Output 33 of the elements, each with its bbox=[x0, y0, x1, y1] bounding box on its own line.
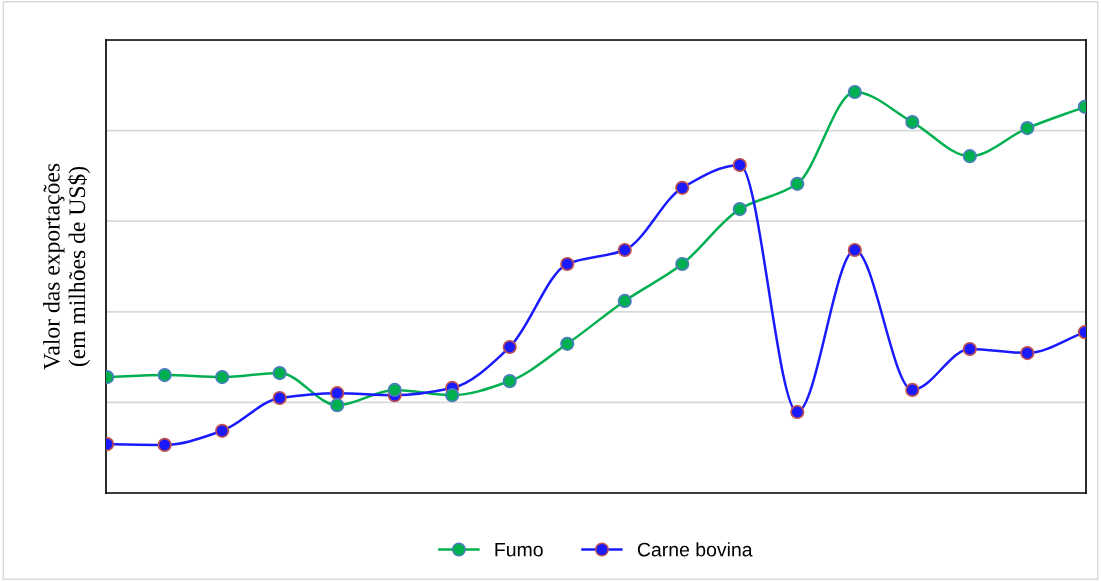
point bbox=[905, 382, 920, 398]
point bbox=[675, 180, 690, 195]
point bbox=[215, 423, 230, 438]
y-axis-title: Valor das exportações (em milhões de US$) bbox=[43, 163, 91, 370]
point bbox=[445, 388, 460, 403]
point bbox=[1020, 121, 1035, 136]
legend-label: Fumo bbox=[495, 542, 543, 557]
point bbox=[847, 84, 862, 100]
point bbox=[330, 398, 345, 413]
point bbox=[962, 341, 977, 357]
point bbox=[502, 374, 517, 389]
point bbox=[732, 157, 747, 173]
point bbox=[617, 293, 632, 309]
point bbox=[387, 382, 402, 398]
point bbox=[272, 366, 287, 381]
point bbox=[272, 390, 287, 406]
point bbox=[962, 149, 977, 164]
point bbox=[502, 339, 517, 355]
point bbox=[330, 386, 345, 401]
point bbox=[215, 370, 230, 385]
point bbox=[675, 256, 690, 272]
point bbox=[560, 256, 575, 272]
point bbox=[157, 368, 172, 383]
legend-label: Carne bovina bbox=[637, 542, 753, 557]
point bbox=[560, 336, 575, 351]
point bbox=[905, 114, 920, 130]
point bbox=[847, 242, 862, 258]
point bbox=[790, 404, 805, 420]
point bbox=[617, 242, 632, 258]
point bbox=[1020, 345, 1035, 361]
point bbox=[790, 176, 805, 191]
point bbox=[732, 202, 747, 217]
point bbox=[157, 437, 172, 452]
